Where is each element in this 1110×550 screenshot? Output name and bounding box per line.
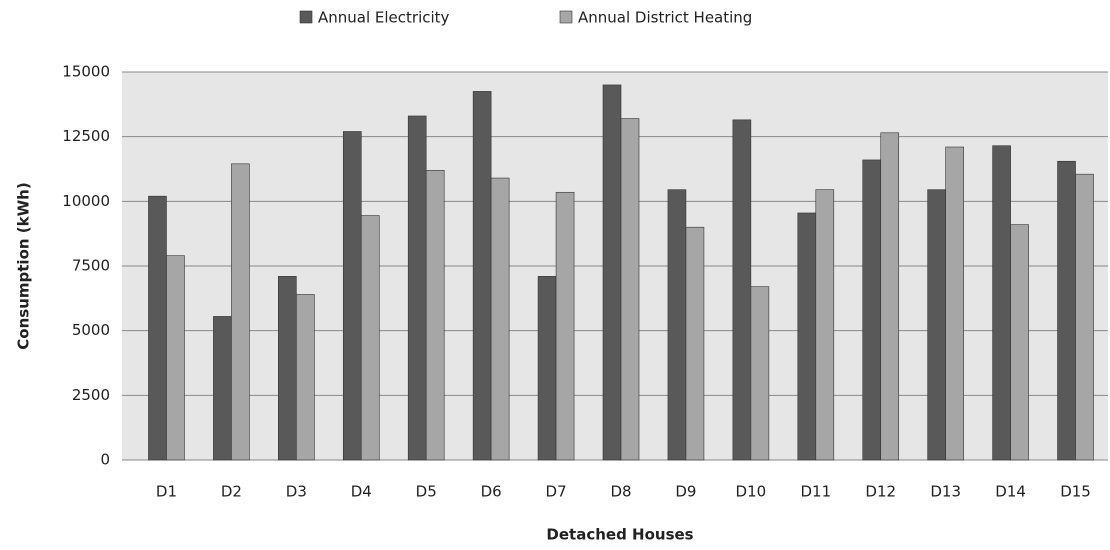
bar [992, 145, 1011, 461]
bar [750, 286, 770, 461]
bar [148, 195, 167, 461]
y-tick-label: 10000 [62, 192, 110, 210]
bar [797, 212, 817, 461]
legend-label: Annual District Heating [578, 9, 752, 27]
y-tick-label: 2500 [72, 386, 110, 404]
x-tick-label: D13 [930, 483, 961, 501]
bar [620, 118, 640, 461]
x-tick-label: D11 [800, 483, 831, 501]
y-tick-label: 7500 [72, 257, 110, 275]
bar [407, 115, 427, 461]
legend-swatch [559, 10, 573, 24]
x-tick-label: D4 [351, 483, 372, 501]
bar [360, 215, 380, 461]
bar [1057, 160, 1076, 461]
x-tick-label: D2 [221, 483, 242, 501]
x-axis-title: Detached Houses [546, 526, 693, 544]
bar [862, 159, 882, 461]
x-tick-label: D7 [546, 483, 567, 501]
bar [537, 276, 557, 461]
bar [1075, 173, 1094, 461]
x-tick-label: D1 [156, 483, 177, 501]
x-tick-label: D14 [995, 483, 1026, 501]
y-tick-label: 0 [100, 451, 110, 469]
bar [732, 119, 752, 461]
bar [667, 189, 687, 461]
x-tick-label: D15 [1060, 483, 1091, 501]
bar [296, 294, 315, 461]
x-tick-label: D6 [481, 483, 502, 501]
y-tick-label: 12500 [62, 127, 110, 145]
bar [602, 84, 622, 461]
x-tick-label: D9 [675, 483, 696, 501]
x-tick-label: D12 [865, 483, 896, 501]
x-tick-label: D8 [610, 483, 631, 501]
bar [927, 189, 946, 461]
bar [342, 131, 362, 461]
bar [945, 146, 964, 461]
legend-swatch [299, 10, 313, 24]
bar [213, 316, 232, 461]
bar [1010, 224, 1029, 461]
y-tick-label: 15000 [62, 63, 110, 81]
y-axis-title: Consumption (kWh) [15, 182, 33, 349]
bar [880, 132, 900, 461]
bar [231, 163, 250, 461]
y-tick-label: 5000 [72, 321, 110, 339]
bar [685, 226, 705, 461]
x-tick-label: D3 [286, 483, 307, 501]
bar [555, 191, 575, 461]
bar [278, 276, 297, 461]
bar [425, 169, 445, 461]
bar [815, 189, 835, 461]
legend-label: Annual Electricity [318, 9, 450, 27]
bar [490, 177, 510, 461]
x-tick-label: D5 [416, 483, 437, 501]
x-tick-label: D10 [736, 483, 767, 501]
bar [166, 255, 185, 461]
bar [472, 91, 492, 461]
